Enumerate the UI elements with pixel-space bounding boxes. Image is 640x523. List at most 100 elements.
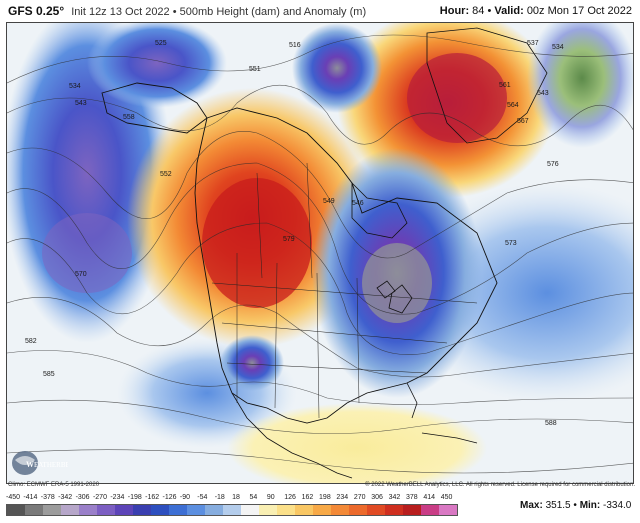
scale-tick-label: 162 (301, 494, 314, 501)
mexico-outline (231, 392, 353, 479)
scale-tick-label: -126 (162, 494, 177, 501)
scale-color-swatch (241, 505, 259, 515)
contour-label: 564 (507, 102, 519, 109)
scale-color-swatch (169, 505, 187, 515)
map-canvas: 525 534 543 537 534 543 561 576 573 552 … (7, 23, 633, 483)
scale-color-swatch (205, 505, 223, 515)
alaska-outline (101, 82, 208, 134)
max-min-readout: Max: 351.5 • Min: -334.0 (520, 500, 631, 511)
scale-color-swatch (349, 505, 367, 515)
scale-color-swatch (187, 505, 205, 515)
stats-separator: • (573, 500, 577, 511)
scale-color-swatch (223, 505, 241, 515)
scale-tick-label: -450 (6, 494, 21, 501)
product-description: Init 12z 13 Oct 2022 • 500mb Height (dam… (71, 6, 367, 18)
scale-tick-label: 54 (249, 494, 258, 501)
scale-color-bar (6, 504, 458, 516)
contour-label: 573 (505, 240, 517, 247)
valid-label: Valid: (494, 5, 524, 17)
scale-color-swatch (277, 505, 295, 515)
contour-label: 551 (249, 66, 261, 73)
min-label: Min: (579, 500, 601, 511)
scale-color-swatch (367, 505, 385, 515)
scale-tick-label: -378 (40, 494, 55, 501)
scale-color-swatch (439, 505, 457, 515)
scale-tick-label: -90 (179, 494, 191, 501)
scale-tick-label: 270 (353, 494, 366, 501)
valid-value: 00z Mon 17 Oct 2022 (526, 5, 632, 17)
scale-tick-label: -162 (145, 494, 160, 501)
bering-negative-anomaly (87, 23, 227, 108)
contour-label: 537 (527, 40, 539, 47)
weather-map: 525 534 543 537 534 543 561 576 573 552 … (6, 22, 634, 484)
scale-color-swatch (7, 505, 25, 515)
scale-color-swatch (151, 505, 169, 515)
contour-label: 534 (552, 44, 564, 51)
svg-text:EATHERBELL: EATHERBELL (34, 461, 68, 469)
scale-tick-label: 342 (388, 494, 401, 501)
scale-color-swatch (331, 505, 349, 515)
contour-label: 588 (545, 420, 557, 427)
scale-tick-label: 234 (336, 494, 349, 501)
cutoff-low-anomaly (220, 335, 284, 391)
scale-color-swatch (61, 505, 79, 515)
map-header: GFS 0.25° Init 12z 13 Oct 2022 • 500mb H… (0, 0, 640, 22)
contour-label: 516 (289, 42, 301, 49)
contour-label: 576 (547, 161, 559, 168)
contour-label: 543 (75, 100, 87, 107)
scale-color-swatch (403, 505, 421, 515)
scale-tick-label: -198 (127, 494, 142, 501)
pacific-low-center (42, 213, 132, 293)
contour-label: 558 (123, 114, 135, 121)
scale-tick-label: 18 (232, 494, 240, 501)
scale-tick-label: 450 (440, 494, 453, 501)
hudson-bay-outline (351, 182, 408, 239)
contour-label-group: 525 534 543 537 534 543 561 576 573 552 … (25, 40, 564, 427)
scale-tick-label: -18 (214, 494, 225, 501)
scale-color-swatch (43, 505, 61, 515)
hour-label: Hour: (439, 5, 470, 17)
contour-label: 525 (155, 40, 167, 47)
copyright-note: © 2022 WeatherBELL Analytics, LLC. All r… (365, 482, 635, 488)
polar-negative-anomaly (292, 23, 382, 113)
scale-color-swatch (133, 505, 151, 515)
scale-tick-label: 378 (405, 494, 418, 501)
min-value: -334.0 (603, 500, 632, 511)
scale-tick-label: -234 (110, 494, 125, 501)
scale-color-swatch (313, 505, 331, 515)
scale-tick-label: -270 (92, 494, 107, 501)
greenland-ridge-core (407, 53, 507, 143)
greenland-outline (426, 27, 548, 144)
contour-label: 546 (352, 200, 364, 207)
anomaly-color-scale: -450 -414 -378 -342 -306 -270 -234 -198 -162 -126… (6, 494, 458, 522)
scale-color-swatch (115, 505, 133, 515)
svg-text:W: W (26, 460, 34, 469)
header-separator: • (487, 5, 495, 17)
scale-tick-label: -54 (197, 494, 208, 501)
logo-graphic: W EATHERBELL (12, 451, 78, 475)
hour-value: 84 (472, 5, 485, 17)
great-lakes-outline (376, 280, 413, 314)
scale-tick-label: 306 (371, 494, 383, 501)
contour-label: 570 (75, 271, 87, 278)
contour-label: 585 (43, 371, 55, 378)
contour-label: 567 (517, 118, 529, 125)
contour-label: 534 (69, 83, 81, 90)
eastern-trough-core (362, 243, 432, 323)
max-value: 351.5 (545, 500, 571, 511)
scale-tick-label: 198 (319, 494, 331, 501)
scale-tick-label: 90 (266, 494, 275, 501)
scale-tick-label: -414 (23, 494, 38, 501)
scale-tick-label: 414 (423, 494, 436, 501)
scale-color-swatch (421, 505, 439, 515)
height-contours (7, 34, 633, 474)
scale-color-swatch (97, 505, 115, 515)
scale-color-swatch (25, 505, 43, 515)
header-right: Hour: 84 • Valid: 00z Mon 17 Oct 2022 (440, 5, 632, 17)
header-left: GFS 0.25° Init 12z 13 Oct 2022 • 500mb H… (8, 4, 366, 18)
contour-label: 579 (283, 236, 295, 243)
scale-color-swatch (295, 505, 313, 515)
contour-label: 552 (160, 171, 172, 178)
contour-label: 543 (537, 90, 549, 97)
scale-tick-label: 126 (284, 494, 296, 501)
